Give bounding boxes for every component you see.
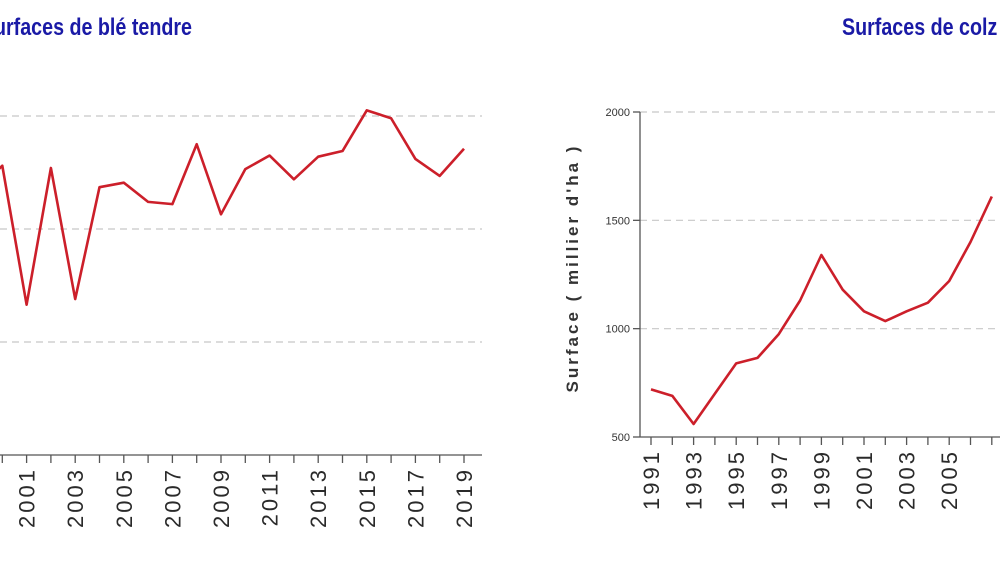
right-chart: 500 1000 1500 2000 1991 1993 1995 1997 1999 2001 2…	[563, 107, 1000, 510]
x-tick-label-1995: 1995	[724, 449, 749, 510]
x-tick-label-2005: 2005	[112, 467, 137, 528]
series-line-colza	[650, 195, 993, 426]
x-tick-label-2005: 2005	[937, 449, 962, 510]
x-tick-label-2011: 2011	[258, 467, 283, 526]
series-line-ble-tendre	[0, 109, 465, 307]
x-tick-label-2007: 2007	[160, 467, 185, 528]
x-tick-label-2001: 2001	[852, 449, 877, 510]
x-tick-label-2009: 2009	[209, 467, 234, 528]
y-tick-label-1000: 1000	[606, 324, 630, 336]
chart-title-right: Surfaces de colz	[842, 14, 998, 41]
y-tick-label-2000: 2000	[606, 107, 630, 119]
x-tick-label-2013: 2013	[306, 467, 331, 528]
x-tick-label-2017: 2017	[403, 467, 428, 528]
y-axis-label: Surface ( millier d'ha )	[563, 144, 582, 393]
x-tick-label-1993: 1993	[682, 449, 707, 510]
x-tick-label-2003: 2003	[895, 449, 920, 510]
x-tick-label-1999: 1999	[809, 449, 834, 510]
left-chart: 1999200120032005200720092011201320152017…	[0, 109, 482, 528]
y-tick-label-1500: 1500	[606, 215, 630, 227]
y-tick-label-500: 500	[612, 432, 630, 444]
x-tick-label-1997: 1997	[767, 449, 792, 510]
x-tick-label-2015: 2015	[355, 467, 380, 528]
chart-title-left: urfaces de blé tendre	[0, 14, 192, 41]
x-tick-label-2019: 2019	[452, 467, 477, 528]
x-tick-label-2003: 2003	[63, 467, 88, 528]
x-tick-label-1991: 1991	[639, 449, 664, 510]
x-tick-label-2001: 2001	[15, 467, 40, 528]
